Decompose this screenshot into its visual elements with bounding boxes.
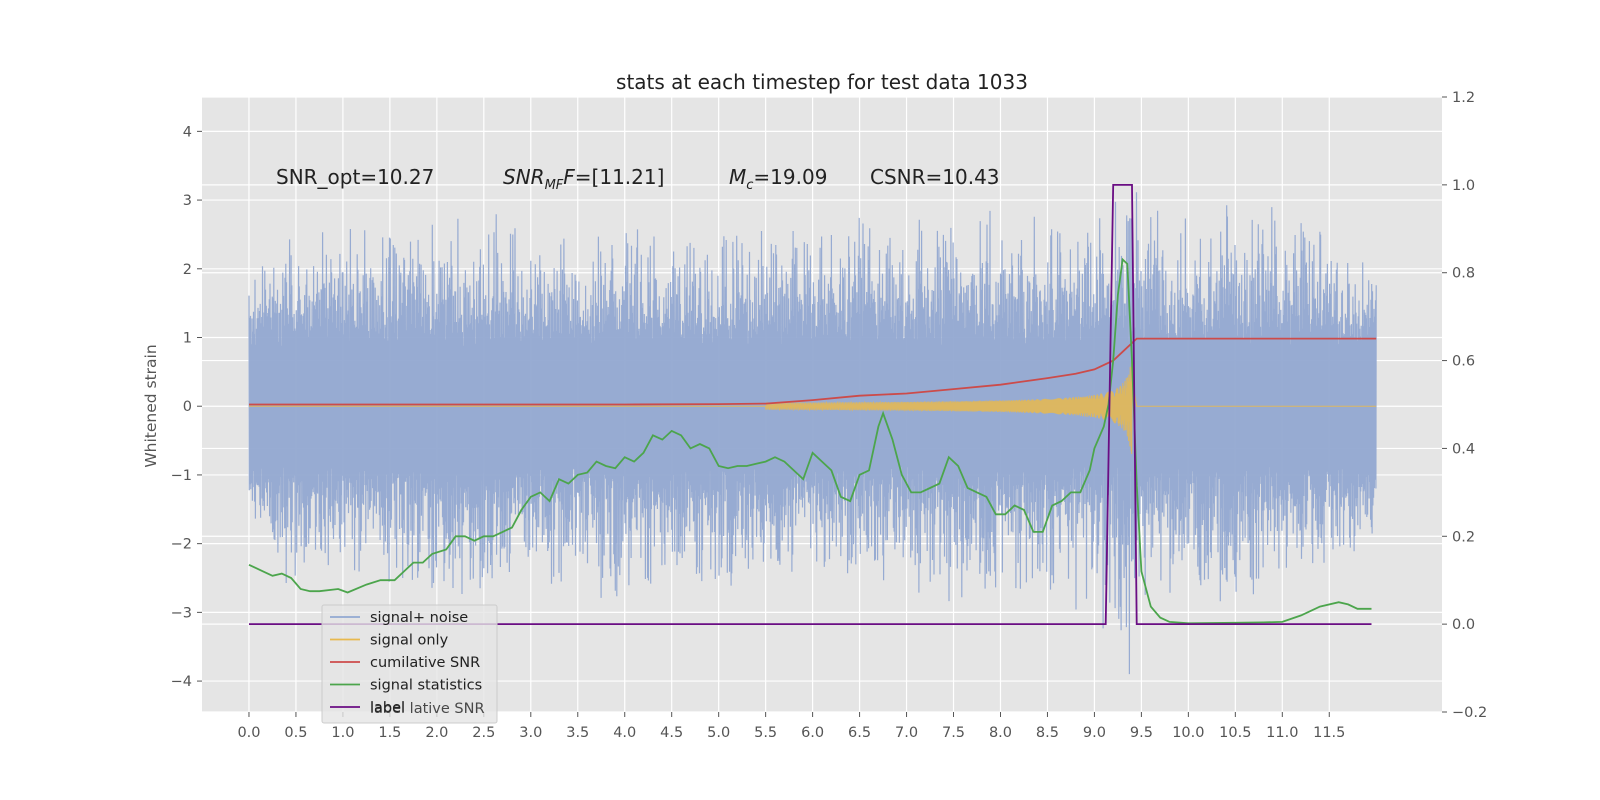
- legend-ghost-text: label lative SNR: [370, 701, 485, 717]
- annotation-snr-mf-main: SNR: [503, 165, 545, 189]
- series-label-line: [249, 184, 1372, 625]
- y-tick-label: −2: [171, 537, 192, 553]
- annotation-mc-value: =19.09: [753, 165, 827, 189]
- x-tick-label: 1.0: [331, 725, 354, 741]
- y-tick-label: 2: [183, 262, 192, 278]
- series-signal-noise-line: [248, 192, 1377, 675]
- y-tick-label: −1: [171, 468, 192, 484]
- y-tick-label: 0: [183, 399, 192, 415]
- annotation-mc-sub: c: [746, 178, 753, 193]
- x-tick-label: 3.0: [519, 725, 542, 741]
- x-tick-label: 9.0: [1083, 725, 1106, 741]
- y2-tick-label: 0.4: [1452, 441, 1475, 457]
- y-axis-label: Whitened strain: [142, 344, 160, 467]
- y2-tick-label: 1.0: [1452, 178, 1475, 194]
- series-cumulative-snr-line: [249, 337, 1377, 406]
- y2-tick-label: 0.0: [1452, 617, 1475, 633]
- legend: label lative SNR signal+ noise signal onl…: [321, 604, 498, 724]
- y2-tick-label: 1.2: [1452, 90, 1475, 106]
- annotation-csnr: CSNR=10.43: [870, 165, 1000, 189]
- x-tick-label: 3.5: [566, 725, 589, 741]
- y-tick-label: −3: [171, 605, 192, 621]
- x-tick-label: 10.5: [1219, 725, 1251, 741]
- legend-label: signal+ noise: [370, 610, 468, 626]
- series-signal-statistics-line: [248, 257, 1372, 625]
- legend-box: [321, 604, 498, 724]
- annotation-snr-mf-value: =[11.21]: [575, 165, 665, 189]
- x-axis: 0.0 0.5 1.0 1.5 2.0 2.5 3.0 3.5 4.0 4.5 5.0 5.5 6.0 6…: [237, 712, 1345, 741]
- y-tick-label: 3: [183, 193, 192, 209]
- y-tick-label: 1: [183, 331, 192, 347]
- annotation-mc-main: M: [729, 165, 746, 189]
- x-tick-label: 5.5: [754, 725, 777, 741]
- x-tick-label: 4.5: [660, 725, 683, 741]
- x-tick-label: 8.5: [1036, 725, 1059, 741]
- y2-tick-label: 0.6: [1452, 354, 1475, 370]
- legend-label: signal only: [370, 633, 449, 649]
- y2-tick-label: −0.2: [1452, 705, 1487, 721]
- legend-items: signal+ noise signal only cumilative SNR si…: [330, 610, 482, 716]
- x-tick-label: 7.0: [895, 725, 918, 741]
- x-tick-label: 0.0: [237, 725, 260, 741]
- annotation-snr-opt: SNR_opt=10.27: [276, 165, 434, 189]
- y-tick-label: 4: [183, 124, 192, 140]
- x-tick-label: 4.0: [613, 725, 636, 741]
- x-tick-label: 11.0: [1266, 725, 1298, 741]
- annotation-snr-mf-f: F: [563, 165, 575, 189]
- y-axis-left: 4 3 2 1 0 −1 −2 −3 −4: [171, 124, 202, 690]
- series-group: [248, 184, 1377, 675]
- x-tick-label: 9.5: [1130, 725, 1153, 741]
- chart-title: stats at each timestep for test data 103…: [616, 70, 1028, 94]
- annotation-snr-mf: SNRMFF=[11.21]: [503, 165, 664, 193]
- legend-label: label: [370, 700, 405, 716]
- x-tick-label: 8.0: [989, 725, 1012, 741]
- x-tick-label: 6.0: [801, 725, 824, 741]
- legend-label: cumilative SNR: [370, 655, 480, 671]
- x-tick-label: 10.0: [1172, 725, 1204, 741]
- legend-label: signal statistics: [370, 678, 482, 694]
- y2-tick-label: 0.2: [1452, 529, 1475, 545]
- annotation-mc: Mc=19.09: [729, 165, 827, 193]
- x-tick-label: 7.5: [942, 725, 965, 741]
- x-tick-label: 2.5: [472, 725, 495, 741]
- annotation-snr-mf-sub: MF: [545, 178, 564, 193]
- y-tick-label: −4: [171, 674, 192, 690]
- x-tick-label: 6.5: [848, 725, 871, 741]
- x-tick-label: 11.5: [1313, 725, 1345, 741]
- x-tick-label: 0.5: [284, 725, 307, 741]
- y2-tick-label: 0.8: [1452, 266, 1475, 282]
- x-tick-label: 1.5: [378, 725, 401, 741]
- x-tick-label: 2.0: [425, 725, 448, 741]
- series-signal-only-line: [249, 352, 1377, 455]
- annotations: SNR_opt=10.27 SNRMFF=[11.21] Mc=19.09 CS…: [276, 165, 1000, 193]
- x-tick-label: 5.0: [707, 725, 730, 741]
- y-axis-right: 1.2 1.0 0.8 0.6 0.4 0.2 0.0 −0.2: [1442, 90, 1487, 721]
